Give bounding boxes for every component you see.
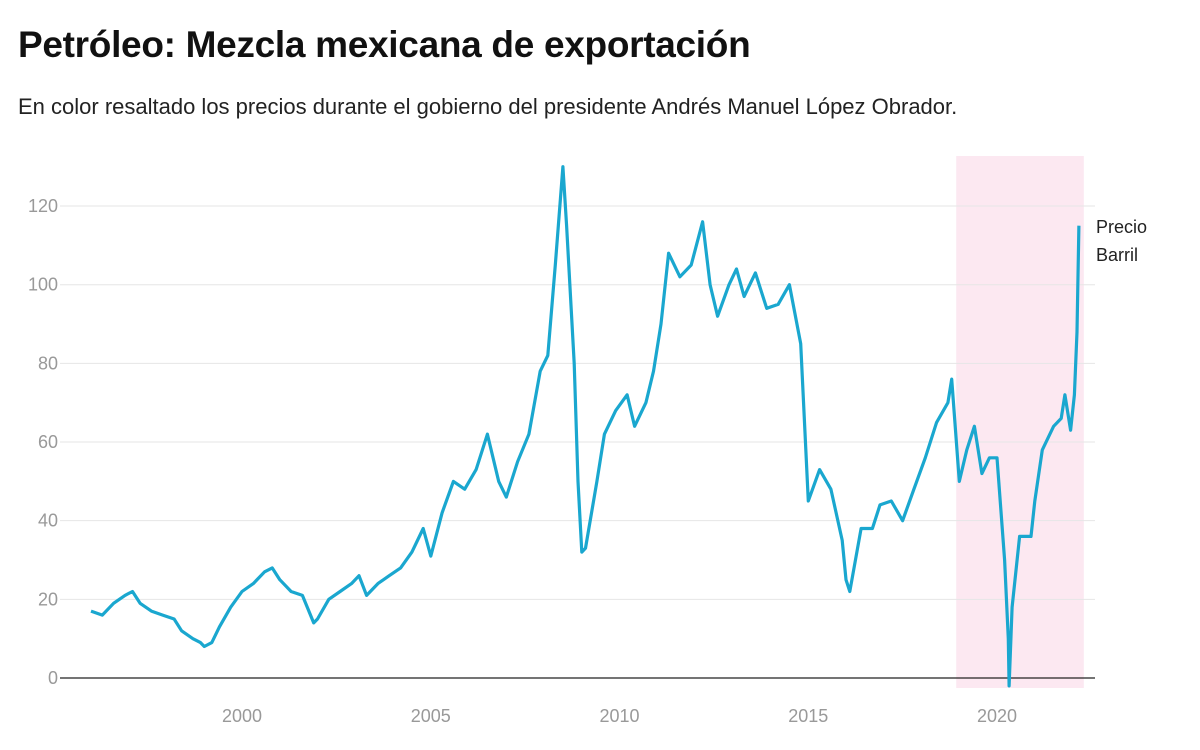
series-label: Precio xyxy=(1096,217,1147,237)
y-tick-label: 100 xyxy=(28,275,58,295)
chart-title: Petróleo: Mezcla mexicana de exportación xyxy=(18,24,751,65)
y-tick-label: 0 xyxy=(48,668,58,688)
x-tick-label: 2010 xyxy=(599,706,639,726)
y-tick-label: 120 xyxy=(28,196,58,216)
price-line xyxy=(90,165,1081,688)
x-tick-label: 2000 xyxy=(222,706,262,726)
x-tick-label: 2015 xyxy=(788,706,828,726)
series-label: Barril xyxy=(1096,245,1138,265)
x-tick-label: 2005 xyxy=(411,706,451,726)
highlight-band xyxy=(956,156,1084,688)
chart-subtitle: En color resaltado los precios durante e… xyxy=(18,94,958,119)
y-tick-label: 60 xyxy=(38,432,58,452)
y-tick-label: 20 xyxy=(38,589,58,609)
y-tick-label: 40 xyxy=(38,511,58,531)
y-tick-label: 80 xyxy=(38,353,58,373)
x-tick-label: 2020 xyxy=(977,706,1017,726)
